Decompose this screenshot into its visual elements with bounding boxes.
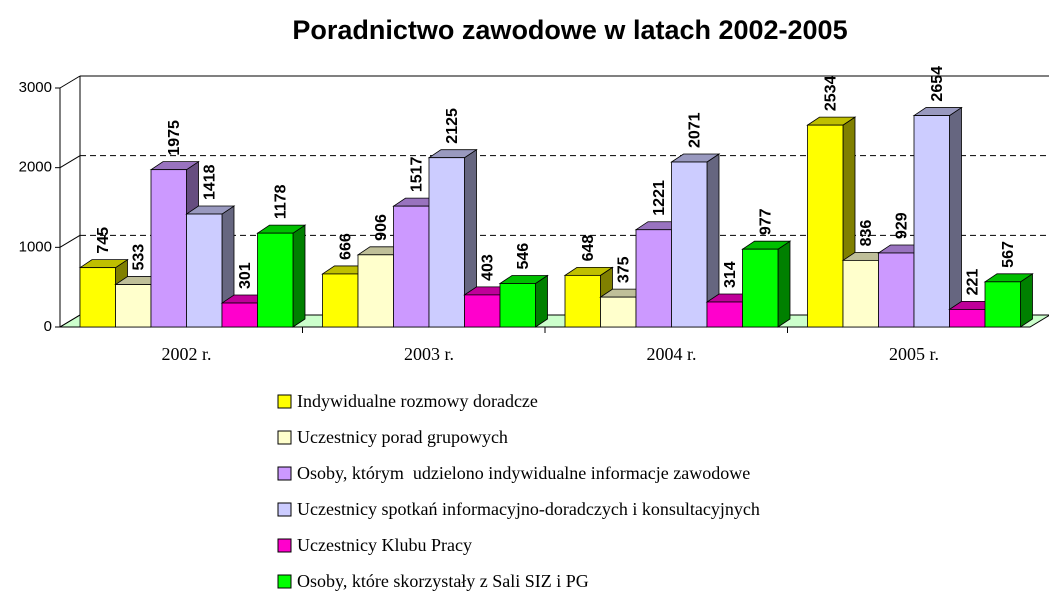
value-label: 546 xyxy=(515,243,532,270)
value-label: 906 xyxy=(373,214,390,241)
y-tick-label: 3000 xyxy=(19,79,52,96)
value-label: 301 xyxy=(237,262,254,289)
bar xyxy=(807,124,844,328)
bar-side xyxy=(949,106,962,328)
x-tick-label: 2004 r. xyxy=(646,344,696,364)
value-label: 1975 xyxy=(166,120,183,156)
x-tick-label: 2002 r. xyxy=(161,344,211,364)
x-tick-label: 2003 r. xyxy=(404,344,454,364)
legend-label: Indywidualne rozmowy doradcze xyxy=(297,391,538,411)
bar xyxy=(635,229,672,328)
value-label: 314 xyxy=(722,261,739,288)
bar-side xyxy=(535,274,548,328)
value-label: 403 xyxy=(479,254,496,281)
bar xyxy=(600,296,637,328)
bar xyxy=(671,161,708,328)
value-label: 929 xyxy=(893,212,910,239)
grid-diagonal xyxy=(59,314,81,328)
legend-label: Uczestnicy Klubu Pracy xyxy=(297,535,472,555)
y-tick-label: 0 xyxy=(44,318,52,335)
value-label: 2071 xyxy=(686,112,703,148)
bar xyxy=(393,205,430,328)
legend-swatch xyxy=(277,502,292,517)
bar xyxy=(984,281,1021,328)
bar-side xyxy=(777,240,791,328)
value-label: 1178 xyxy=(272,184,289,219)
bar xyxy=(742,248,779,328)
value-label: 745 xyxy=(95,227,112,254)
bar-side xyxy=(1020,273,1033,328)
bar xyxy=(150,169,187,328)
value-label: 1418 xyxy=(201,164,218,200)
legend-swatch xyxy=(277,394,292,409)
value-label: 533 xyxy=(130,244,147,271)
bar xyxy=(257,232,294,328)
bar xyxy=(499,283,536,328)
legend-swatch xyxy=(277,538,292,553)
legend-swatch xyxy=(277,574,292,589)
legend-label: Osoby, które skorzystały z Sali SIZ i PG xyxy=(297,571,589,591)
bar xyxy=(878,252,915,328)
grid-diagonal xyxy=(59,155,81,169)
value-label: 648 xyxy=(580,235,597,262)
bar xyxy=(221,302,258,328)
y-tick-label: 2000 xyxy=(19,159,52,176)
bar xyxy=(842,259,879,328)
legend-swatch xyxy=(277,430,292,445)
value-label: 2654 xyxy=(929,66,946,102)
value-label: 221 xyxy=(964,269,981,296)
bar xyxy=(949,308,986,328)
bar xyxy=(186,213,223,328)
value-label: 836 xyxy=(858,220,875,247)
bar xyxy=(706,301,743,328)
value-label: 977 xyxy=(757,208,774,235)
legend-swatch xyxy=(277,466,292,481)
bar xyxy=(357,254,394,328)
grid-diagonal xyxy=(59,234,81,248)
y-tick-label: 1000 xyxy=(19,238,52,255)
legend-label: Uczestnicy spotkań informacyjno-doradczy… xyxy=(297,499,760,519)
bar xyxy=(428,157,465,328)
value-label: 666 xyxy=(337,233,354,260)
value-label: 1517 xyxy=(408,156,425,192)
grid-diagonal xyxy=(59,75,81,89)
bar xyxy=(464,294,501,328)
bar xyxy=(564,274,601,328)
bar-side xyxy=(292,224,306,328)
value-label: 2534 xyxy=(822,75,839,111)
value-label: 2125 xyxy=(444,108,461,144)
x-tick-label: 2005 r. xyxy=(889,344,939,364)
value-label: 375 xyxy=(615,256,632,283)
bar xyxy=(322,273,359,328)
bar xyxy=(913,115,950,328)
chart-title: Poradnictwo zawodowe w latach 2002-2005 xyxy=(292,15,847,45)
value-label: 567 xyxy=(1000,241,1017,268)
bar xyxy=(79,267,116,328)
legend-label: Osoby, którym udzielono indywidualne inf… xyxy=(297,463,750,483)
bar xyxy=(115,284,152,328)
value-label: 1221 xyxy=(651,180,668,216)
legend-label: Uczestnicy porad grupowych xyxy=(297,427,508,447)
